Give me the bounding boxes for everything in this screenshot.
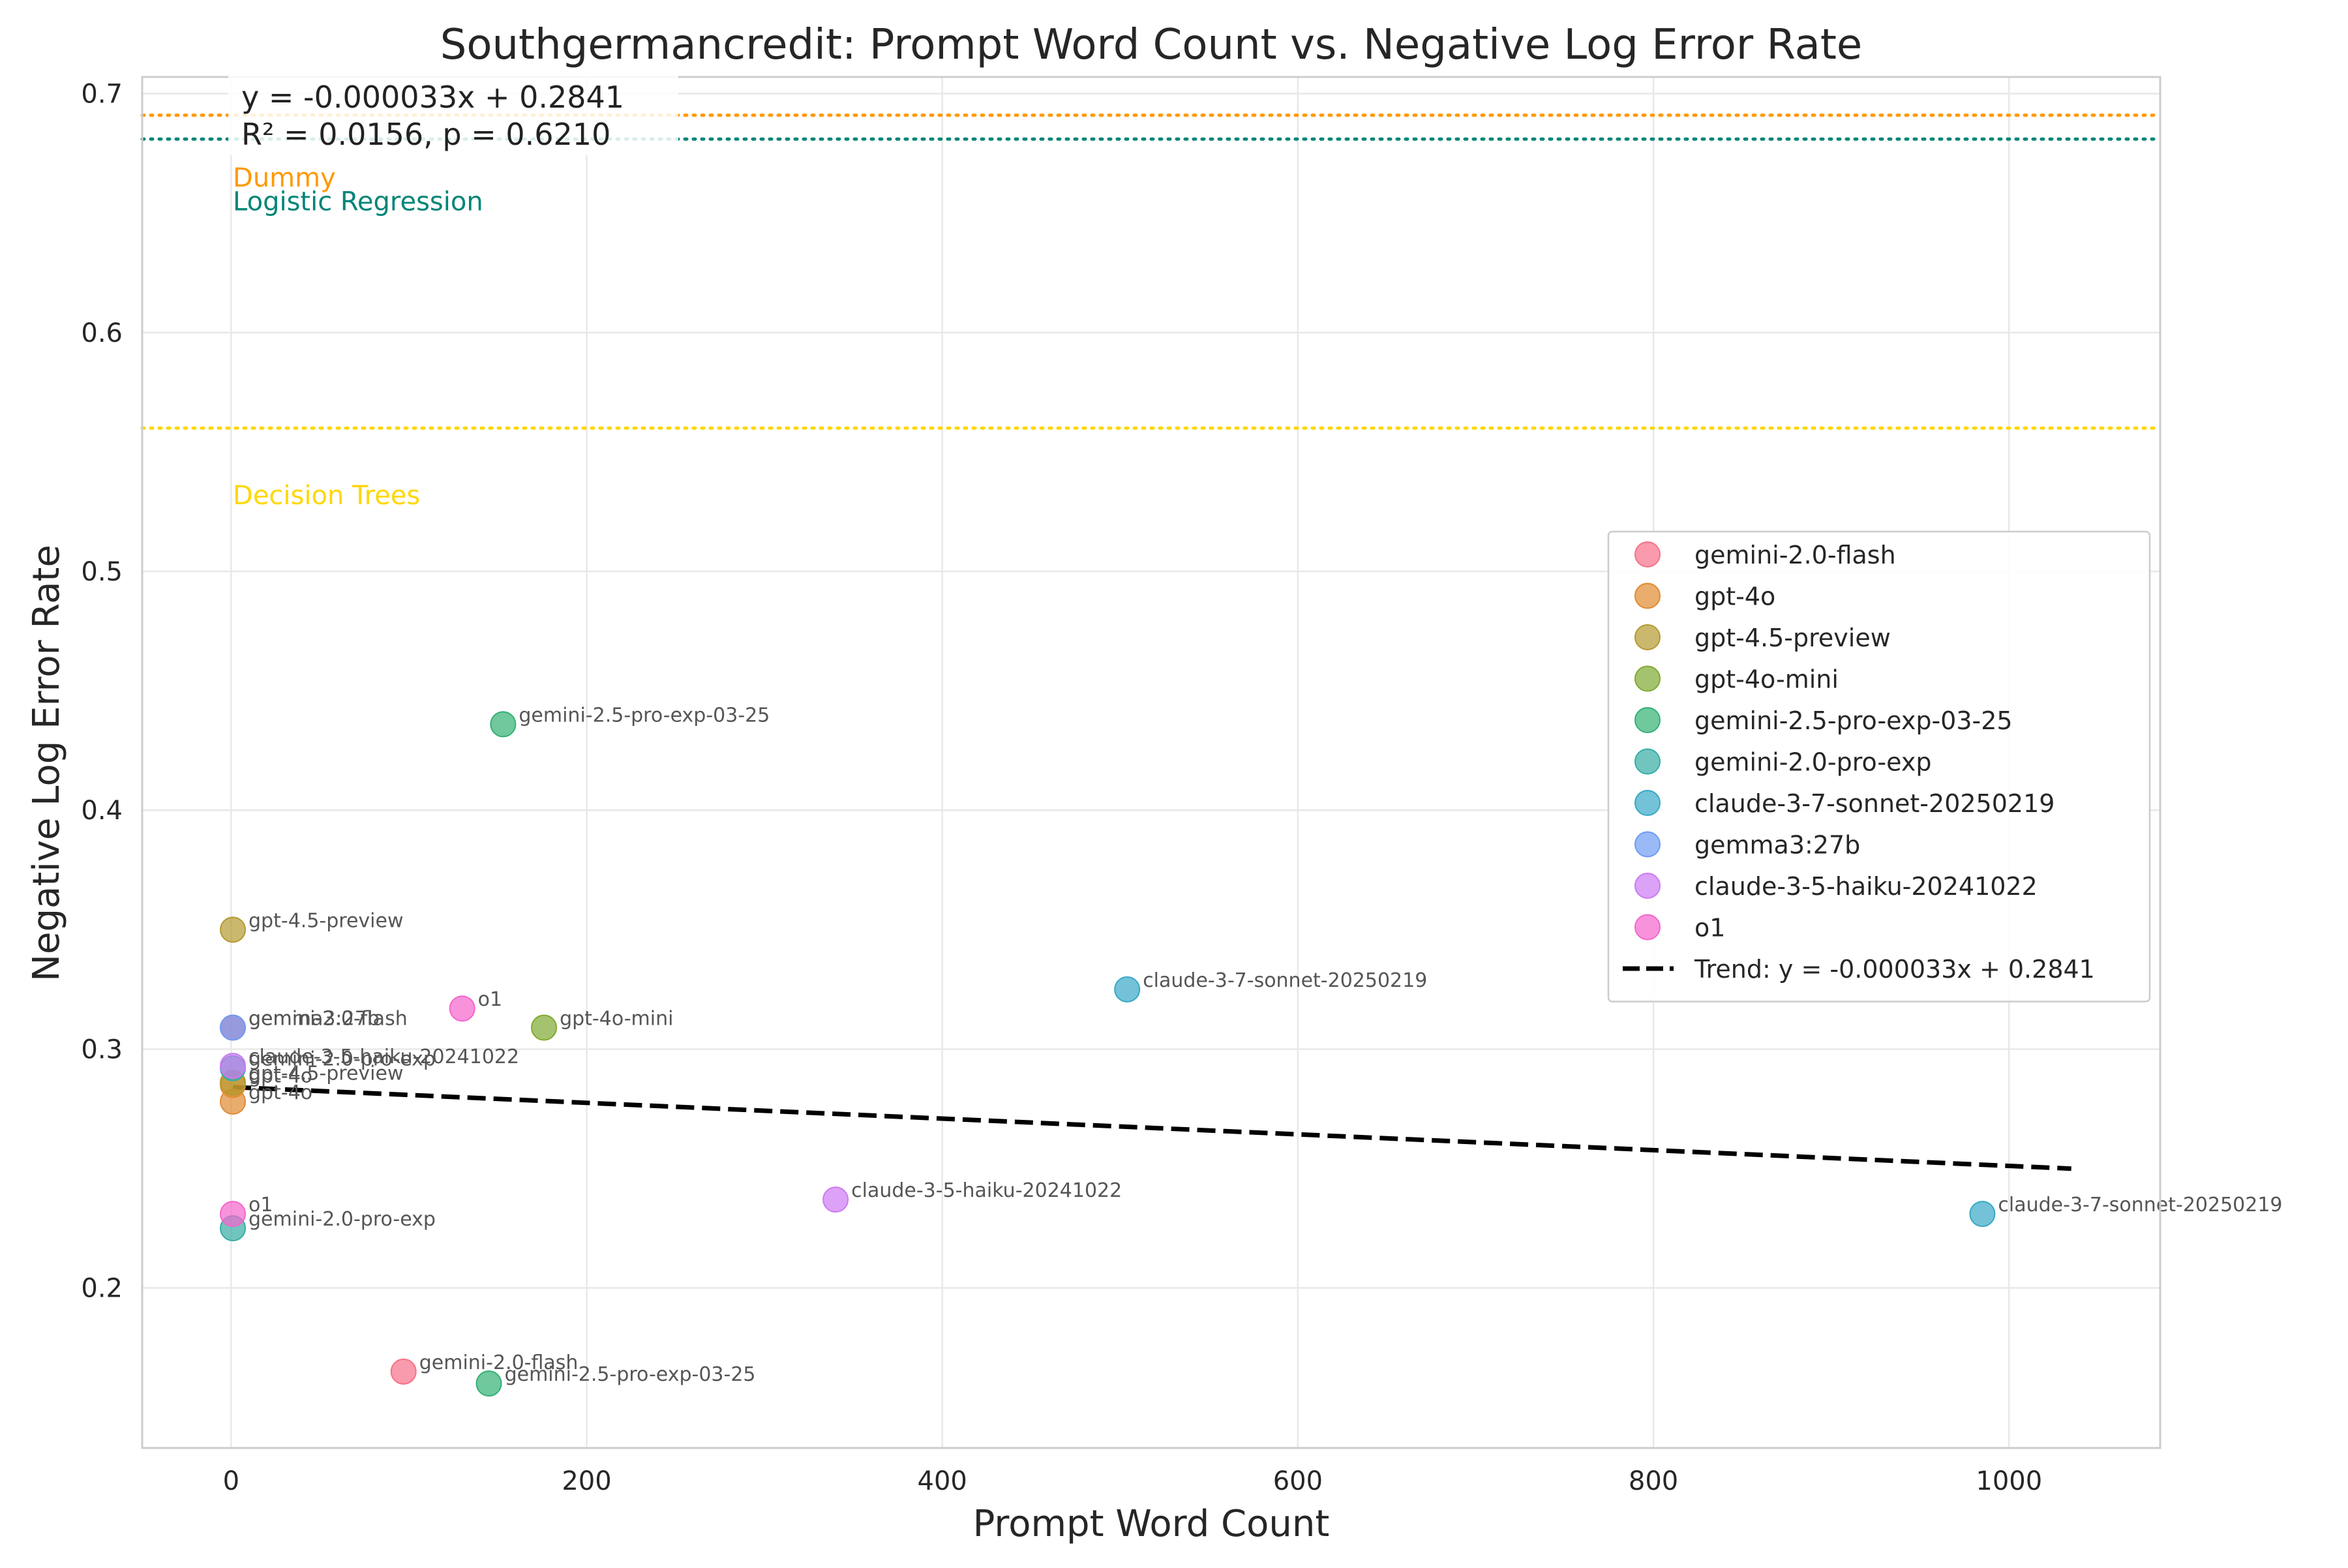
data-point-label: gemini-2.5-pro-exp-03-25	[505, 1363, 756, 1386]
data-point-label: gpt-4o-mini	[560, 1007, 673, 1030]
data-point-label: gpt-4.5-preview	[248, 1063, 403, 1085]
data-point-label: claude-3-7-sonnet-20250219	[1143, 969, 1427, 992]
legend-label: gpt-4o-mini	[1694, 665, 1839, 694]
legend-label: gemini-2.0-flash	[1694, 541, 1896, 569]
data-point-label: o1	[248, 1194, 273, 1216]
data-point-label: gpt-4o	[248, 1064, 312, 1087]
y-axis-label: Negative Log Error Rate	[25, 545, 68, 982]
legend-label: gemma3:27b	[1694, 831, 1860, 860]
trend-line	[232, 1085, 2071, 1171]
data-point	[1969, 1201, 1996, 1228]
data-point-label: o1	[478, 988, 502, 1011]
legend-marker	[1634, 541, 1661, 567]
trend-line-group	[232, 1085, 2071, 1171]
y-tick-label: 0.6	[81, 318, 123, 348]
annotation-stats: R² = 0.0156, p = 0.6210	[241, 117, 610, 152]
reference-line-label: Logistic Regression	[233, 187, 483, 217]
legend-label: gpt-4.5-preview	[1694, 624, 1891, 652]
x-tick-label: 800	[1629, 1466, 1678, 1496]
legend-marker	[1634, 624, 1661, 650]
legend-label: gemini-2.5-pro-exp-03-25	[1694, 706, 2013, 735]
legend-marker	[1634, 914, 1661, 941]
legend-label: gemini-2.0-pro-exp	[1694, 748, 1931, 777]
legend-label: claude-3-5-haiku-20241022	[1694, 872, 2038, 901]
x-tick-label: 400	[918, 1466, 967, 1496]
data-point	[531, 1014, 558, 1041]
x-axis-label: Prompt Word Count	[973, 1503, 1330, 1545]
reference-line-label: Dummy	[233, 163, 336, 193]
legend-marker	[1634, 873, 1661, 899]
plot-frame	[141, 76, 2161, 1449]
data-point-label: claude-3-7-sonnet-20250219	[1998, 1194, 2282, 1216]
legend-label: gpt-4o	[1694, 582, 1775, 611]
point-labels: gemini-2.0-flashgemini-2.0-flashgpt-4ogp…	[248, 704, 2283, 1386]
data-point	[449, 995, 475, 1022]
data-point-label: gemini-2.0-pro-exp	[248, 1208, 436, 1231]
data-point-label: claude-3-5-haiku-20241022	[851, 1179, 1122, 1202]
legend-label: o1	[1694, 914, 1725, 942]
data-point	[475, 1370, 502, 1397]
x-tick-label: 600	[1273, 1466, 1323, 1496]
legend-marker	[1634, 707, 1661, 733]
legend-marker	[1634, 582, 1661, 609]
data-points	[220, 711, 1996, 1397]
legend-marker	[1634, 790, 1661, 816]
legend-trend-label: Trend: y = -0.000033x + 0.2841	[1694, 955, 2095, 984]
data-point-label: gpt-4o	[248, 1081, 312, 1104]
data-point-label: gemma3:27b	[248, 1007, 380, 1030]
y-tick-label: 0.2	[81, 1274, 123, 1304]
legend: gemini-2.0-flash gpt-4o gpt-4.5-preview gpt…	[1607, 530, 2151, 1003]
y-tick-label: 0.3	[81, 1034, 123, 1064]
x-tick-label: 200	[562, 1466, 611, 1496]
data-point	[220, 1201, 247, 1228]
reference-line-label: Decision Trees	[233, 481, 420, 511]
chart-title: Southgermancredit: Prompt Word Count vs.…	[440, 21, 1863, 69]
data-point-label: gemini-2.0-flash	[419, 1351, 579, 1374]
data-point	[390, 1358, 417, 1385]
data-point	[490, 711, 517, 738]
y-tick-label: 0.4	[81, 796, 123, 826]
data-point	[220, 916, 247, 943]
data-point-label: gemini-2.0-flash	[248, 1007, 408, 1030]
data-point-label: gemini-2.0-pro-exp	[248, 1048, 436, 1071]
axes: 0 200 400 600 800 1000 0.2 0.3 0.4 0.5 0.6 0.7	[81, 76, 2161, 1496]
legend-marker	[1634, 831, 1661, 858]
data-point	[220, 1014, 247, 1041]
legend-marker	[1634, 748, 1661, 775]
y-tick-label: 0.7	[81, 80, 123, 110]
data-point-label: gpt-4.5-preview	[248, 909, 403, 932]
x-tick-label: 1000	[1976, 1466, 2042, 1496]
legend-box	[1607, 530, 2151, 1003]
data-point-label: claude-3-5-haiku-20241022	[248, 1046, 519, 1068]
y-tick-label: 0.5	[81, 557, 123, 587]
legend-label: claude-3-7-sonnet-20250219	[1694, 789, 2054, 818]
data-point	[220, 1053, 247, 1079]
data-point	[822, 1186, 849, 1213]
x-tick-label: 0	[223, 1466, 239, 1496]
legend-marker	[1634, 665, 1661, 692]
annotation-box	[228, 70, 678, 155]
annotation-equation: y = -0.000033x + 0.2841	[241, 80, 624, 115]
data-point	[1114, 976, 1141, 1003]
data-point-label: gemini-2.5-pro-exp-03-25	[519, 704, 770, 727]
